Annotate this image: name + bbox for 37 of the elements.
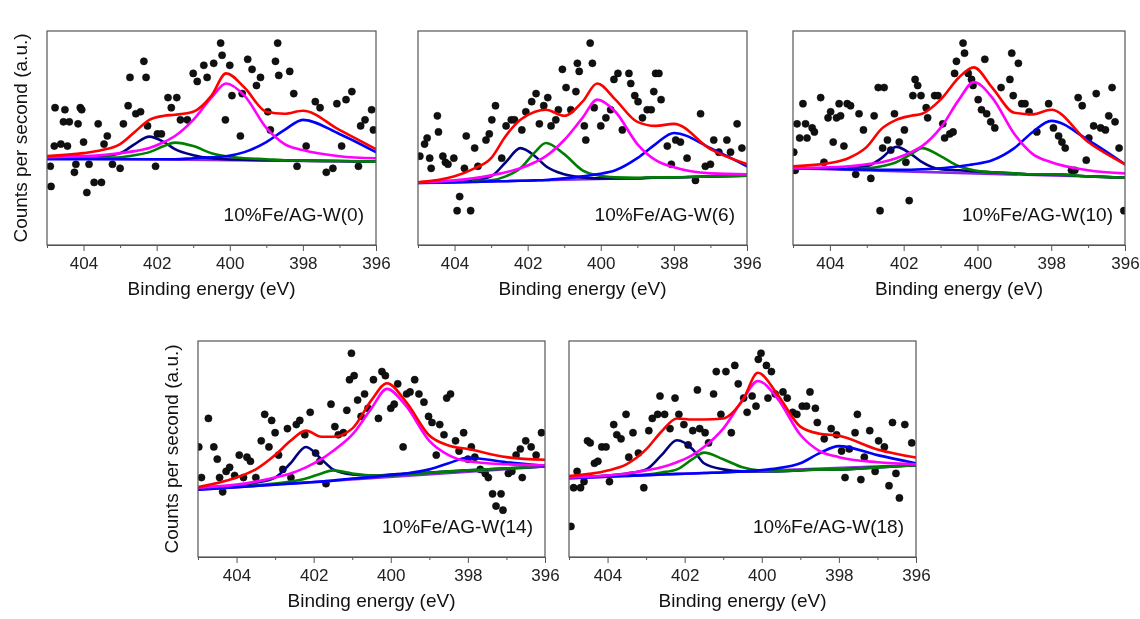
x-axis-title: Binding energy (eV) (287, 590, 456, 611)
x-tick-label: 400 (377, 566, 406, 586)
annotation: 10%Fe/AG-W(18) (753, 516, 904, 537)
annotation: 10%Fe/AG-W(14) (382, 516, 533, 537)
x-tick-label: 398 (454, 566, 483, 586)
x-tick-label: 404 (222, 566, 252, 586)
x-tick-label: 400 (748, 566, 777, 586)
x-tick-label: 398 (660, 254, 689, 274)
annotation: 10%Fe/AG-W(0) (223, 204, 364, 225)
x-tick-label: 396 (362, 254, 391, 274)
x-tick-label: 396 (902, 566, 931, 586)
x-tick-label: 398 (825, 566, 854, 586)
x-tick-label: 404 (593, 566, 623, 586)
x-tick-label: 400 (587, 254, 616, 274)
x-tick-label: 396 (733, 254, 762, 274)
x-tick-label: 402 (513, 254, 543, 274)
y-axis-title: Counts per second (a.u.) (10, 33, 31, 243)
annotation: 10%Fe/AG-W(6) (594, 204, 735, 225)
x-tick-label: 396 (531, 566, 560, 586)
x-axis-title: Binding energy (eV) (875, 278, 1043, 299)
x-tick-label: 398 (1037, 254, 1066, 274)
x-tick-label: 402 (670, 566, 700, 586)
x-axis-title: Binding energy (eV) (498, 278, 667, 299)
x-tick-label: 402 (142, 254, 172, 274)
y-axis-title: Counts per second (a.u.) (161, 344, 182, 554)
x-tick-label: 404 (440, 254, 470, 274)
x-tick-label: 400 (216, 254, 245, 274)
x-tick-label: 404 (816, 254, 845, 274)
annotation: 10%Fe/AG-W(10) (962, 204, 1113, 225)
x-axis-title: Binding energy (eV) (127, 278, 296, 299)
x-tick-label: 402 (889, 254, 919, 274)
x-tick-label: 396 (1111, 254, 1140, 274)
x-tick-label: 400 (963, 254, 993, 274)
x-axis-title: Binding energy (eV) (658, 590, 827, 611)
x-tick-label: 402 (299, 566, 329, 586)
x-tick-label: 404 (69, 254, 99, 274)
x-tick-label: 398 (289, 254, 318, 274)
